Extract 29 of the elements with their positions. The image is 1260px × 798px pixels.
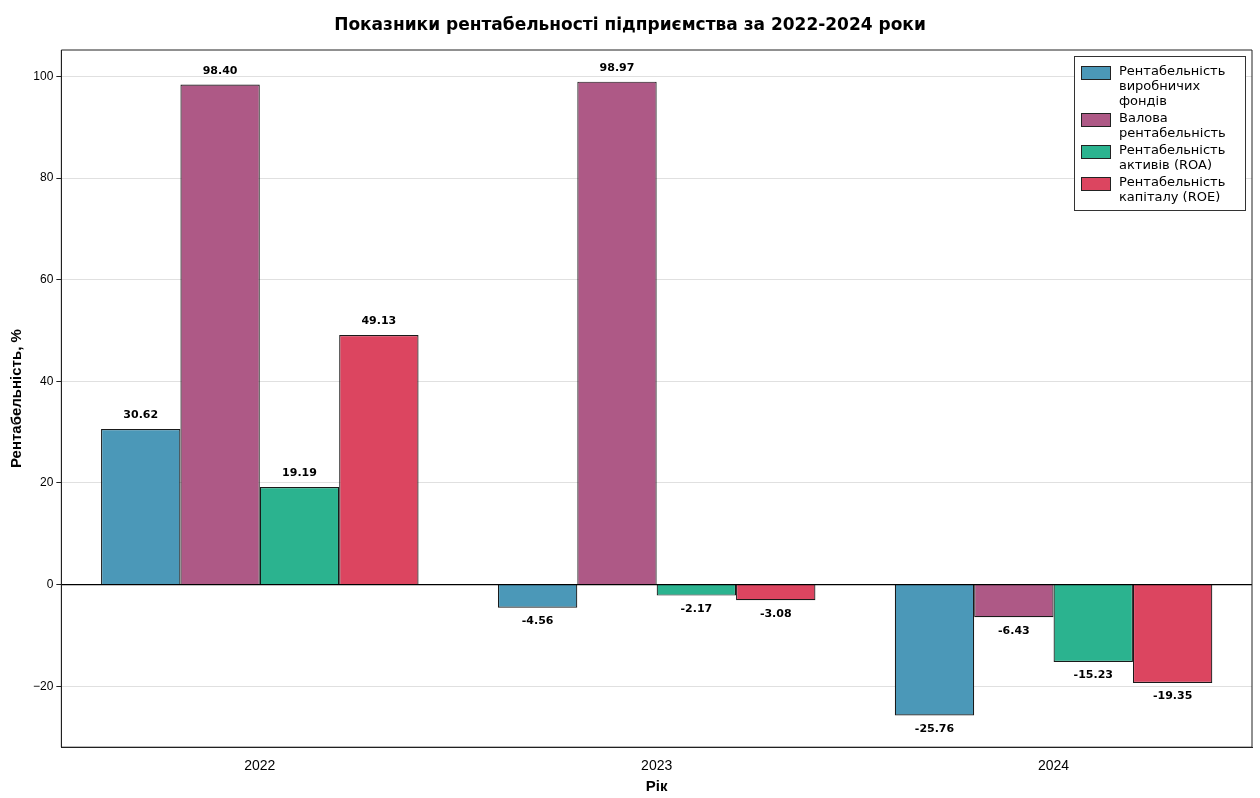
y-tick-label: 100: [33, 68, 54, 83]
y-axis-title: Рентабельність, %: [7, 329, 25, 469]
data-label: -3.08: [759, 606, 792, 620]
legend-label: Рентабельність капіталу (ROE): [1119, 174, 1227, 204]
data-label: -19.35: [1152, 689, 1193, 703]
y-tick-label: −20: [33, 678, 54, 693]
data-label: 98.97: [599, 61, 635, 75]
x-axis-title: Рік: [645, 777, 669, 795]
data-label: -2.17: [680, 601, 713, 615]
legend-label: Валова рентабельність: [1119, 110, 1227, 140]
data-label: -4.56: [521, 614, 554, 628]
x-tick-label: 2022: [244, 757, 276, 774]
data-label: 49.13: [361, 314, 397, 328]
data-label: 98.40: [202, 63, 238, 77]
legend-label: Рентабельність виробничих фондів: [1119, 63, 1227, 108]
data-label: -25.76: [914, 721, 955, 735]
x-tick-label: 2024: [1037, 757, 1070, 774]
y-tick-label: 40: [40, 373, 54, 388]
y-tick-label: 60: [40, 272, 54, 286]
legend-label: Рентабельність активів (ROA): [1119, 142, 1227, 172]
y-tick-label: 20: [40, 475, 54, 490]
chart-title: Показники рентабельності підприємства за 2022-2024 роки: [333, 14, 927, 34]
y-tick-label: 80: [40, 170, 54, 185]
y-tick-label: 0: [46, 576, 54, 591]
data-label: -6.43: [998, 623, 1030, 637]
data-label: 30.62: [123, 408, 159, 422]
data-label: 19.19: [282, 466, 317, 480]
data-label: -15.23: [1073, 668, 1113, 682]
x-tick-label: 2023: [641, 757, 673, 774]
